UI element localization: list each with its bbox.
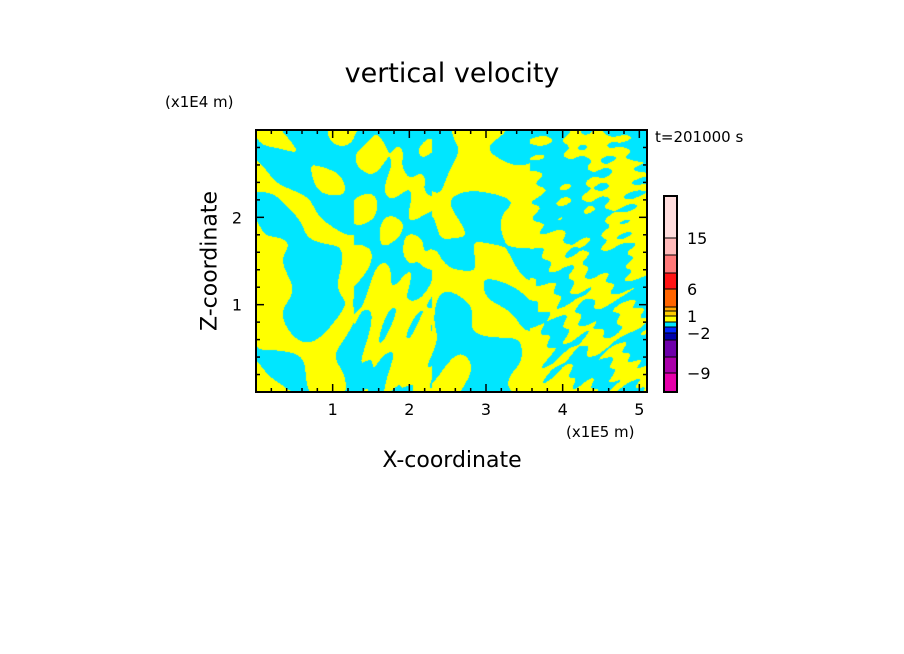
colorbar-label: −9 (687, 364, 711, 383)
x-tick-label: 4 (558, 400, 568, 419)
colorbar-segment (663, 321, 678, 328)
colorbar-label: −2 (687, 324, 711, 343)
colorbar-segment (663, 272, 678, 290)
colorbar-segment (663, 339, 678, 358)
x-axis-label: X-coordinate (382, 448, 522, 473)
colorbar-segment (663, 195, 678, 239)
x-tick-label: 2 (404, 400, 414, 419)
colorbar-label: 15 (687, 229, 707, 248)
x-axis-unit: (x1E5 m) (566, 423, 635, 441)
colorbar-border (663, 195, 678, 393)
colorbar-label: 1 (687, 307, 697, 326)
colorbar-segment (663, 326, 678, 334)
colorbar-segment (663, 356, 678, 374)
x-tick-label: 3 (481, 400, 491, 419)
x-tick-label: 1 (328, 400, 338, 419)
y-axis-unit: (x1E4 m) (165, 93, 234, 111)
colorbar-segment (663, 310, 678, 317)
contour-field (256, 130, 647, 392)
colorbar-segment (663, 332, 678, 341)
y-tick-label: 1 (232, 296, 242, 315)
colorbar-segment (663, 306, 678, 312)
x-tick-label: 5 (634, 400, 644, 419)
plot-border (255, 129, 648, 393)
y-tick-label: 2 (232, 208, 242, 227)
colorbar-segment (663, 315, 678, 323)
chart-title: vertical velocity (344, 58, 560, 89)
colorbar-segment (663, 372, 678, 393)
colorbar-segment (663, 254, 678, 274)
colorbar-label: 6 (687, 280, 697, 299)
colorbar-segment (663, 237, 678, 256)
time-annotation: t=201000 s (655, 128, 744, 146)
colorbar-segment (663, 288, 678, 308)
